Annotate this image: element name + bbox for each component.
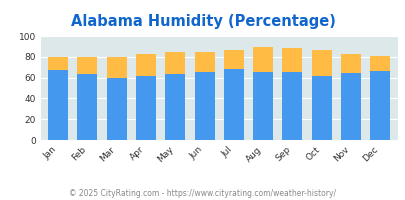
Bar xyxy=(165,52,185,74)
Bar xyxy=(194,72,214,140)
Bar xyxy=(340,54,360,73)
Bar xyxy=(311,50,331,76)
Bar xyxy=(77,57,97,74)
Bar xyxy=(107,57,126,78)
Bar xyxy=(224,50,243,69)
Bar xyxy=(369,71,389,140)
Bar xyxy=(253,72,273,140)
Bar xyxy=(282,48,302,72)
Bar xyxy=(340,73,360,140)
Text: Alabama Humidity (Percentage): Alabama Humidity (Percentage) xyxy=(70,14,335,29)
Bar xyxy=(136,76,156,140)
Bar xyxy=(165,74,185,140)
Bar xyxy=(224,69,243,140)
Bar xyxy=(136,54,156,76)
Bar xyxy=(194,52,214,72)
Bar xyxy=(107,78,126,140)
Bar xyxy=(253,47,273,72)
Text: © 2025 CityRating.com - https://www.cityrating.com/weather-history/: © 2025 CityRating.com - https://www.city… xyxy=(69,189,336,198)
Bar xyxy=(48,70,68,140)
Bar xyxy=(48,57,68,70)
Bar xyxy=(311,76,331,140)
Bar xyxy=(282,72,302,140)
Bar xyxy=(77,74,97,140)
Bar xyxy=(369,56,389,71)
